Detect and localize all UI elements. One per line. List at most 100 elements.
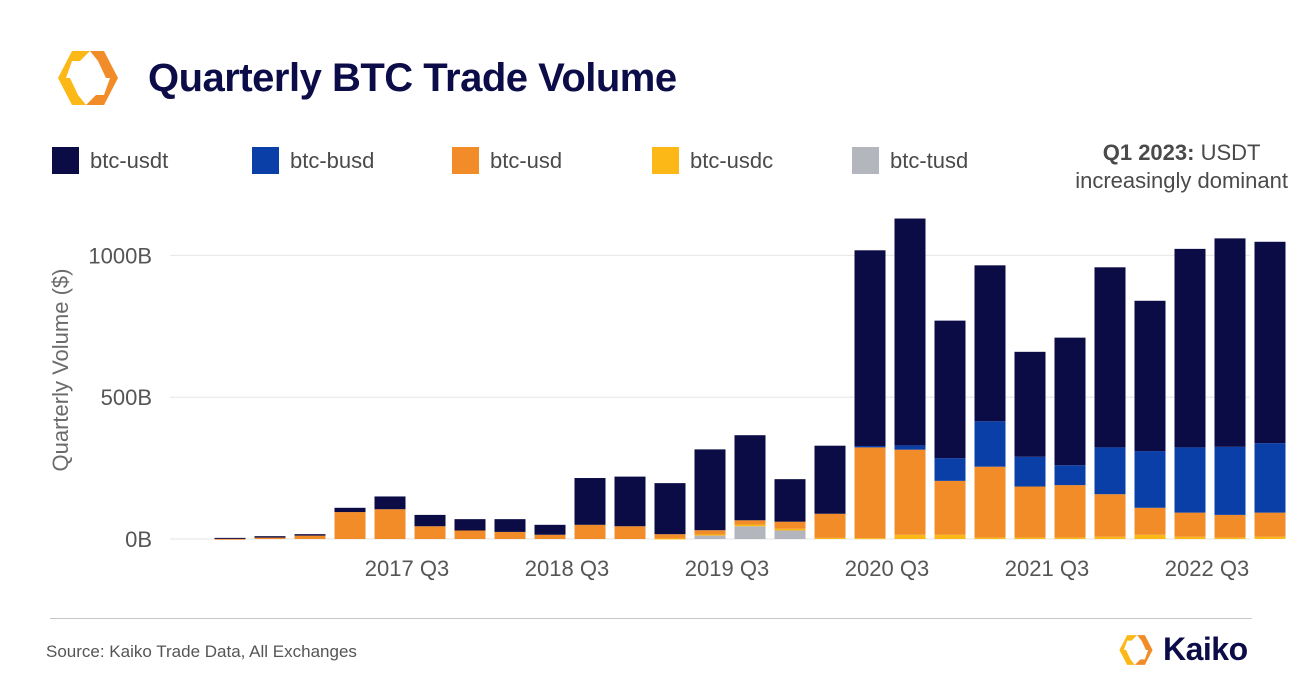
bar-btc-usd bbox=[294, 535, 326, 539]
source-note: Source: Kaiko Trade Data, All Exchanges bbox=[46, 642, 357, 661]
legend-swatch-btc-busd bbox=[252, 147, 279, 174]
bar-btc-tusd bbox=[734, 526, 766, 539]
legend-swatch-btc-usdc bbox=[652, 147, 679, 174]
bar-btc-usd bbox=[1174, 512, 1206, 537]
legend-label-btc-usdt: btc-usdt bbox=[90, 148, 169, 173]
bar-btc-usd bbox=[334, 512, 366, 539]
bar-btc-usd bbox=[534, 534, 566, 539]
bar-btc-usd bbox=[654, 534, 686, 539]
bar-btc-usd bbox=[734, 520, 766, 525]
bar-btc-usdt bbox=[1174, 248, 1206, 448]
legend-swatch-btc-tusd bbox=[852, 147, 879, 174]
bar-btc-usdc bbox=[1214, 537, 1246, 539]
bar-btc-usdc bbox=[1254, 536, 1286, 539]
bar-btc-tusd bbox=[694, 535, 726, 539]
legend-label-btc-usd: btc-usd bbox=[490, 148, 563, 173]
bar-btc-usdt bbox=[734, 435, 766, 521]
bar-btc-usdt bbox=[254, 536, 286, 538]
bar-btc-usdt bbox=[814, 445, 846, 514]
bar-btc-usdc bbox=[854, 538, 886, 540]
bar-btc-usd bbox=[854, 447, 886, 539]
chart-legend: btc-usdt btc-busd btc-usd btc-usdc btc-t… bbox=[0, 145, 1302, 177]
legend-label-btc-usdc: btc-usdc bbox=[690, 148, 774, 173]
bar-btc-usdt bbox=[414, 514, 446, 527]
bar-btc-usdt bbox=[934, 320, 966, 459]
bar-btc-usd bbox=[814, 513, 846, 538]
bar-btc-usdt bbox=[614, 476, 646, 527]
bar-btc-usd bbox=[414, 526, 446, 539]
bar-btc-busd bbox=[1214, 446, 1246, 515]
x-tick-label: 2021 Q3 bbox=[1005, 556, 1089, 581]
bar-btc-busd bbox=[1054, 465, 1086, 486]
bar-btc-usdt bbox=[374, 496, 406, 510]
bar-btc-usd bbox=[254, 537, 286, 539]
legend-label-btc-busd: btc-busd bbox=[290, 148, 375, 173]
bar-btc-usd bbox=[454, 530, 486, 539]
bar-btc-usd bbox=[1094, 494, 1126, 537]
bar-btc-busd bbox=[1014, 456, 1046, 487]
bar-btc-usdt bbox=[1134, 300, 1166, 452]
footer-divider bbox=[50, 618, 1252, 619]
kaiko-logo-icon bbox=[50, 45, 126, 111]
bar-btc-busd bbox=[894, 445, 926, 450]
bar-btc-usd bbox=[494, 531, 526, 539]
legend-swatch-btc-usdt bbox=[52, 147, 79, 174]
bar-btc-usd bbox=[1254, 512, 1286, 537]
bar-btc-usdc bbox=[894, 534, 926, 539]
y-tick-label: 0B bbox=[125, 527, 152, 552]
bar-btc-usdt bbox=[694, 449, 726, 531]
y-axis-title: Quarterly Volume ($) bbox=[48, 269, 73, 472]
kaiko-brand-icon bbox=[1119, 635, 1153, 665]
bar-btc-usdt bbox=[494, 519, 526, 532]
bar-btc-usdt bbox=[454, 519, 486, 531]
bar-btc-usdt bbox=[894, 218, 926, 446]
bar-btc-usd bbox=[934, 480, 966, 535]
bar-btc-usdc bbox=[1054, 537, 1086, 539]
bar-btc-usdt bbox=[1094, 267, 1126, 448]
annotation-bold: Q1 2023: bbox=[1102, 140, 1195, 165]
kaiko-brand-text: Kaiko bbox=[1163, 631, 1248, 667]
bar-btc-busd bbox=[1134, 451, 1166, 508]
y-tick-label: 1000B bbox=[88, 243, 152, 268]
bar-btc-usdt bbox=[854, 250, 886, 446]
bar-btc-busd bbox=[974, 421, 1006, 467]
bar-btc-usd bbox=[894, 449, 926, 535]
bar-btc-usdc bbox=[934, 534, 966, 539]
bar-btc-usdt bbox=[214, 537, 246, 539]
bar-btc-usdc bbox=[1014, 537, 1046, 539]
bar-btc-usdt bbox=[294, 534, 326, 536]
bar-btc-usd bbox=[214, 538, 246, 540]
bar-btc-usd bbox=[1054, 485, 1086, 538]
bar-btc-usdc bbox=[1134, 534, 1166, 539]
bar-btc-usdt bbox=[534, 524, 566, 535]
legend-label-btc-tusd: btc-tusd bbox=[890, 148, 969, 173]
bar-btc-busd bbox=[1174, 447, 1206, 513]
bar-btc-usd bbox=[1214, 514, 1246, 538]
bar-btc-usdt bbox=[1254, 241, 1286, 444]
bar-btc-usdc bbox=[974, 537, 1006, 539]
annotation-line2: increasingly dominant bbox=[1075, 168, 1288, 193]
bar-btc-usd bbox=[614, 526, 646, 539]
x-tick-label: 2022 Q3 bbox=[1165, 556, 1249, 581]
bar-btc-usdc bbox=[774, 528, 806, 531]
bar-btc-usdt bbox=[774, 479, 806, 522]
chart-title: Quarterly BTC Trade Volume bbox=[148, 56, 677, 100]
bar-btc-usdt bbox=[654, 483, 686, 535]
bar-btc-usdc bbox=[1094, 536, 1126, 539]
kaiko-brand: Kaiko bbox=[1115, 628, 1265, 672]
stacked-bar-chart: 0B 500B 1000B Quarterly Volume ($) 2017 Q3 20… bbox=[48, 218, 1286, 581]
bar-btc-usd bbox=[374, 509, 406, 539]
bar-btc-usd bbox=[1014, 486, 1046, 538]
annotation-rest: USDT bbox=[1194, 140, 1261, 165]
bar-btc-usd bbox=[574, 524, 606, 539]
bar-btc-busd bbox=[1254, 443, 1286, 513]
legend-swatch-btc-usd bbox=[452, 147, 479, 174]
bar-btc-usdt bbox=[1014, 351, 1046, 457]
x-tick-label: 2017 Q3 bbox=[365, 556, 449, 581]
bar-btc-usd bbox=[774, 521, 806, 529]
bar-btc-usdt bbox=[1054, 337, 1086, 466]
bar-btc-usdc bbox=[694, 534, 726, 536]
bar-btc-usdc bbox=[734, 524, 766, 527]
y-tick-label: 500B bbox=[101, 385, 152, 410]
bar-btc-usdt bbox=[574, 478, 606, 525]
